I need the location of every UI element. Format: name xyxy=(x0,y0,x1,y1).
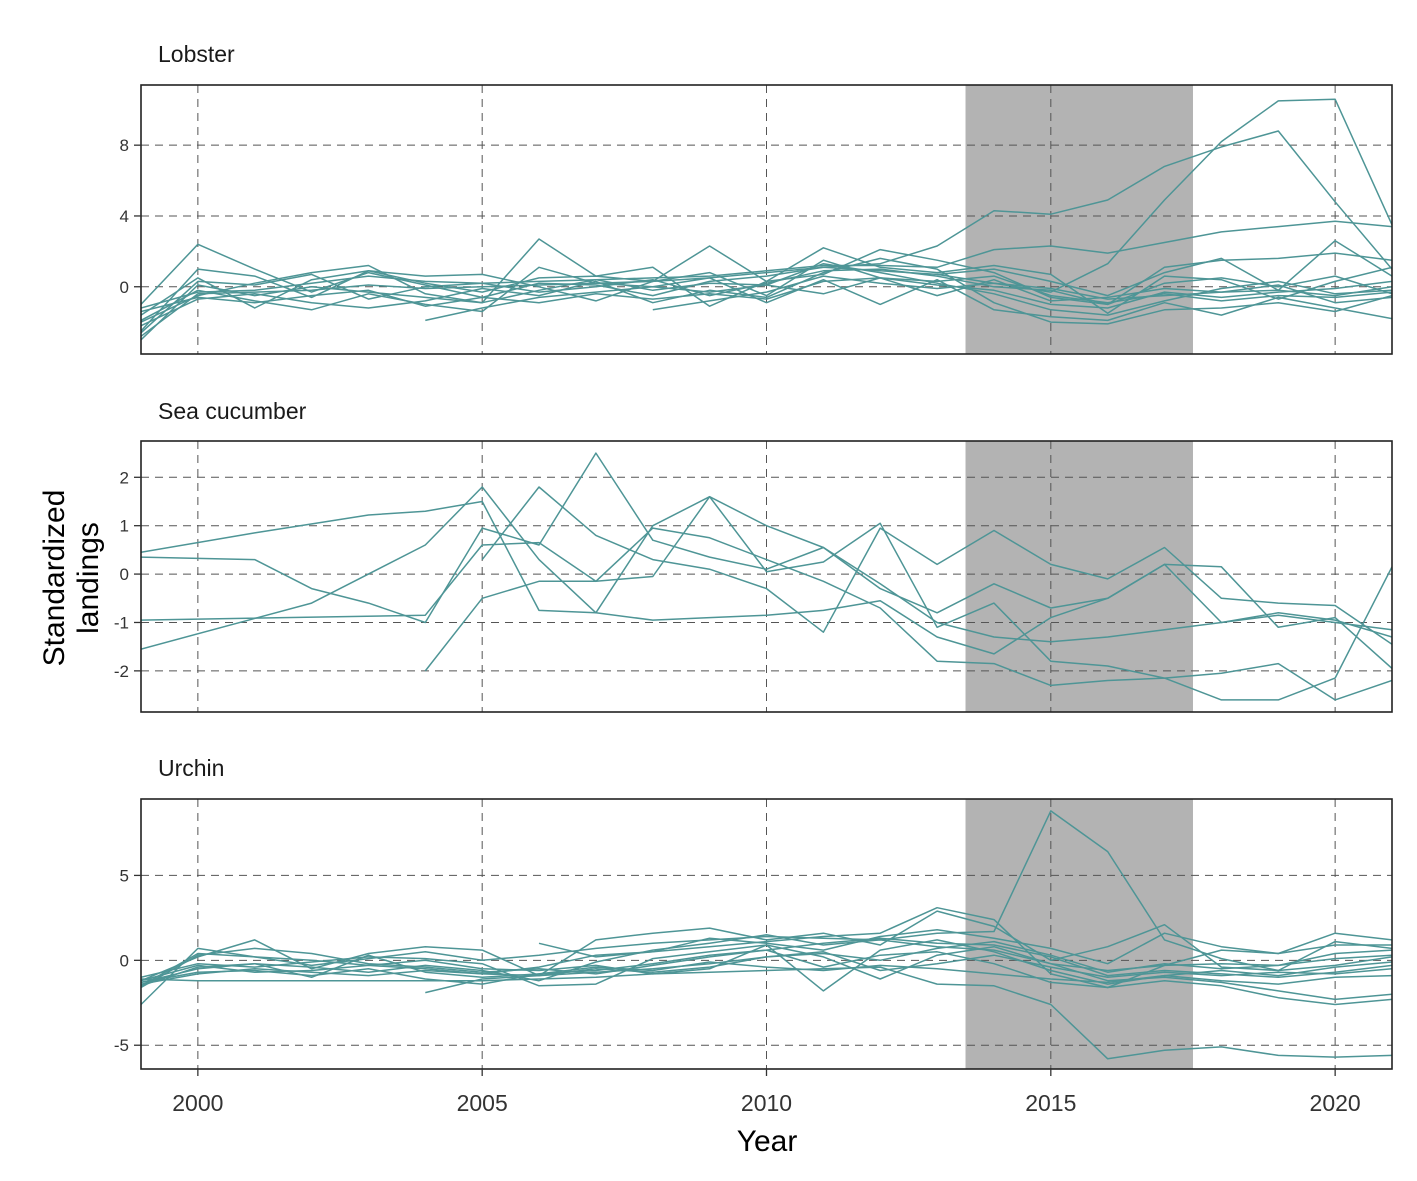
x-tick-label: 2005 xyxy=(457,1090,508,1116)
series-group xyxy=(141,452,1392,701)
y-tick-label: -2 xyxy=(114,662,129,681)
series-line xyxy=(141,500,1392,669)
x-axis: 2000 2005 2010 2015 2020 xyxy=(172,1069,1361,1116)
series-line xyxy=(141,966,1392,1060)
x-tick-label: 2015 xyxy=(1025,1090,1076,1116)
series-line xyxy=(425,277,1392,322)
panel-frame xyxy=(140,440,1393,713)
y-tick-label: 5 xyxy=(120,866,129,885)
x-axis-title: Year xyxy=(737,1125,798,1158)
series-line xyxy=(141,266,1392,322)
x-tick-label: 2000 xyxy=(172,1090,223,1116)
y-tick-label: 0 xyxy=(120,951,129,970)
y-axis-title-line: Standardized xyxy=(38,490,71,667)
series-line xyxy=(141,452,1392,643)
series-line xyxy=(141,268,1392,334)
series-line xyxy=(652,275,1392,311)
series-line xyxy=(141,275,1392,313)
panel-title: Sea cucumber xyxy=(158,398,307,424)
series-line xyxy=(481,486,1392,645)
y-tick-label: 2 xyxy=(120,468,129,487)
series-line xyxy=(425,940,1392,994)
y-axis-title-line: landings xyxy=(72,522,105,634)
y-tick-label: 1 xyxy=(120,517,129,536)
chart-panels: 0 4 8 Lobster -2 -1 0 1 2 Sea cucumber -5 0 5 Urchin xyxy=(114,41,1393,1070)
panel-title: Urchin xyxy=(158,755,224,781)
y-tick-label: 0 xyxy=(120,278,129,297)
gridlines xyxy=(141,85,1392,354)
panel-sea-cucumber: -2 -1 0 1 2 Sea cucumber xyxy=(114,398,1393,713)
y-tick-label: -5 xyxy=(114,1036,129,1055)
series-line xyxy=(538,929,1392,965)
series-line xyxy=(141,947,1392,1006)
y-tick-label: 8 xyxy=(120,136,129,155)
shaded-period xyxy=(965,85,1193,354)
gridlines xyxy=(141,799,1392,1069)
series-line xyxy=(141,486,1392,650)
y-tick-label: 4 xyxy=(120,207,129,226)
y-axis-title: Standardizedlandings xyxy=(38,490,105,667)
series-line xyxy=(141,257,1392,327)
gridlines xyxy=(141,441,1392,712)
series-line xyxy=(141,527,1392,701)
x-tick-label: 2020 xyxy=(1310,1090,1361,1116)
panel-frame xyxy=(140,84,1393,355)
series-line xyxy=(141,130,1392,337)
panel-lobster: 0 4 8 Lobster xyxy=(120,41,1393,355)
series-group xyxy=(141,98,1392,341)
series-line xyxy=(141,934,1392,1001)
y-tick-label: 0 xyxy=(120,565,129,584)
series-line xyxy=(141,954,1392,987)
y-tick-label: -1 xyxy=(114,613,129,632)
series-line xyxy=(141,906,1392,1006)
series-line xyxy=(141,238,1392,323)
series-line xyxy=(424,495,1392,701)
panel-title: Lobster xyxy=(158,41,235,67)
panel-urchin: -5 0 5 Urchin xyxy=(114,755,1393,1070)
series-group xyxy=(141,810,1392,1060)
shaded-period xyxy=(965,799,1193,1069)
x-tick-label: 2010 xyxy=(741,1090,792,1116)
